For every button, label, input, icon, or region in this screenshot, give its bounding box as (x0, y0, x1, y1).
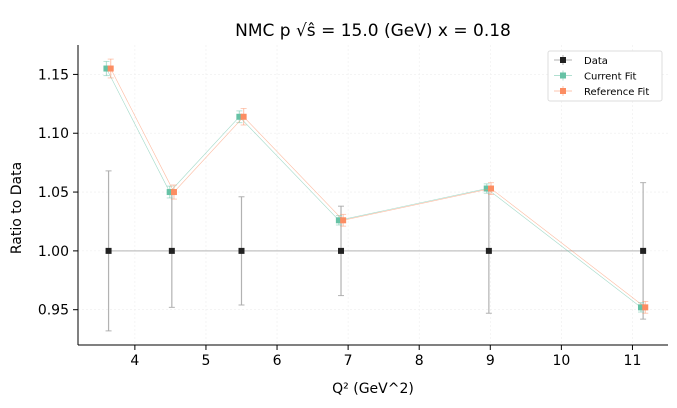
data-point (640, 247, 647, 254)
legend-box (547, 50, 663, 102)
data-point (166, 189, 173, 196)
y-tick-label: 1.10 (38, 126, 69, 142)
y-tick-label: 1.15 (38, 67, 69, 83)
data-point (168, 247, 175, 254)
y-tick-label: 1.05 (38, 185, 69, 201)
x-tick-label: 11 (624, 353, 642, 369)
y-tick-label: 0.95 (38, 303, 69, 319)
x-axis-title: Q² (GeV^2) (332, 381, 414, 397)
x-tick-label: 5 (201, 353, 210, 369)
series-line (106, 68, 642, 308)
data-point (340, 217, 347, 224)
series-layer (103, 58, 649, 332)
y-axis-title: Ratio to Data (9, 162, 25, 254)
x-tick-label: 4 (130, 353, 139, 369)
legend-label: Data (584, 56, 608, 67)
data-point (105, 247, 112, 254)
x-tick-label: 6 (273, 353, 282, 369)
data-point (170, 189, 177, 196)
x-tick-label: 9 (486, 353, 495, 369)
data-point (637, 304, 644, 311)
legend-marker (560, 88, 566, 94)
y-tick-label: 1.00 (38, 244, 69, 260)
chart-title: NMC p √ŝ = 15.0 (GeV) x = 0.18 (235, 21, 511, 41)
data-point (483, 185, 490, 192)
axes-layer: 4 5 6 7 8 9 10 11 0.95 1.00 1.05 1.10 1.15 (38, 45, 668, 369)
x-tick-label: 7 (344, 353, 353, 369)
data-point (485, 247, 492, 254)
data-point (338, 247, 345, 254)
legend: Data Current Fit Reference Fit (547, 50, 663, 102)
data-point (107, 65, 114, 72)
text-layer: NMC p √ŝ = 15.0 (GeV) x = 0.18 Q² (GeV^2… (9, 21, 511, 397)
series-data (105, 170, 647, 332)
data-point (335, 217, 342, 224)
x-tick-label: 10 (552, 353, 570, 369)
x-tick-label: 8 (415, 353, 424, 369)
data-point (103, 65, 110, 72)
data-point (240, 113, 247, 120)
legend-label: Current Fit (584, 72, 637, 83)
legend-label: Reference Fit (584, 87, 649, 98)
data-point (238, 247, 245, 254)
data-point (642, 304, 649, 311)
series-line (110, 68, 646, 308)
legend-marker (560, 72, 566, 79)
series-reference-fit (107, 58, 649, 314)
data-point (236, 113, 243, 120)
data-point (488, 185, 494, 192)
legend-marker (560, 57, 566, 63)
